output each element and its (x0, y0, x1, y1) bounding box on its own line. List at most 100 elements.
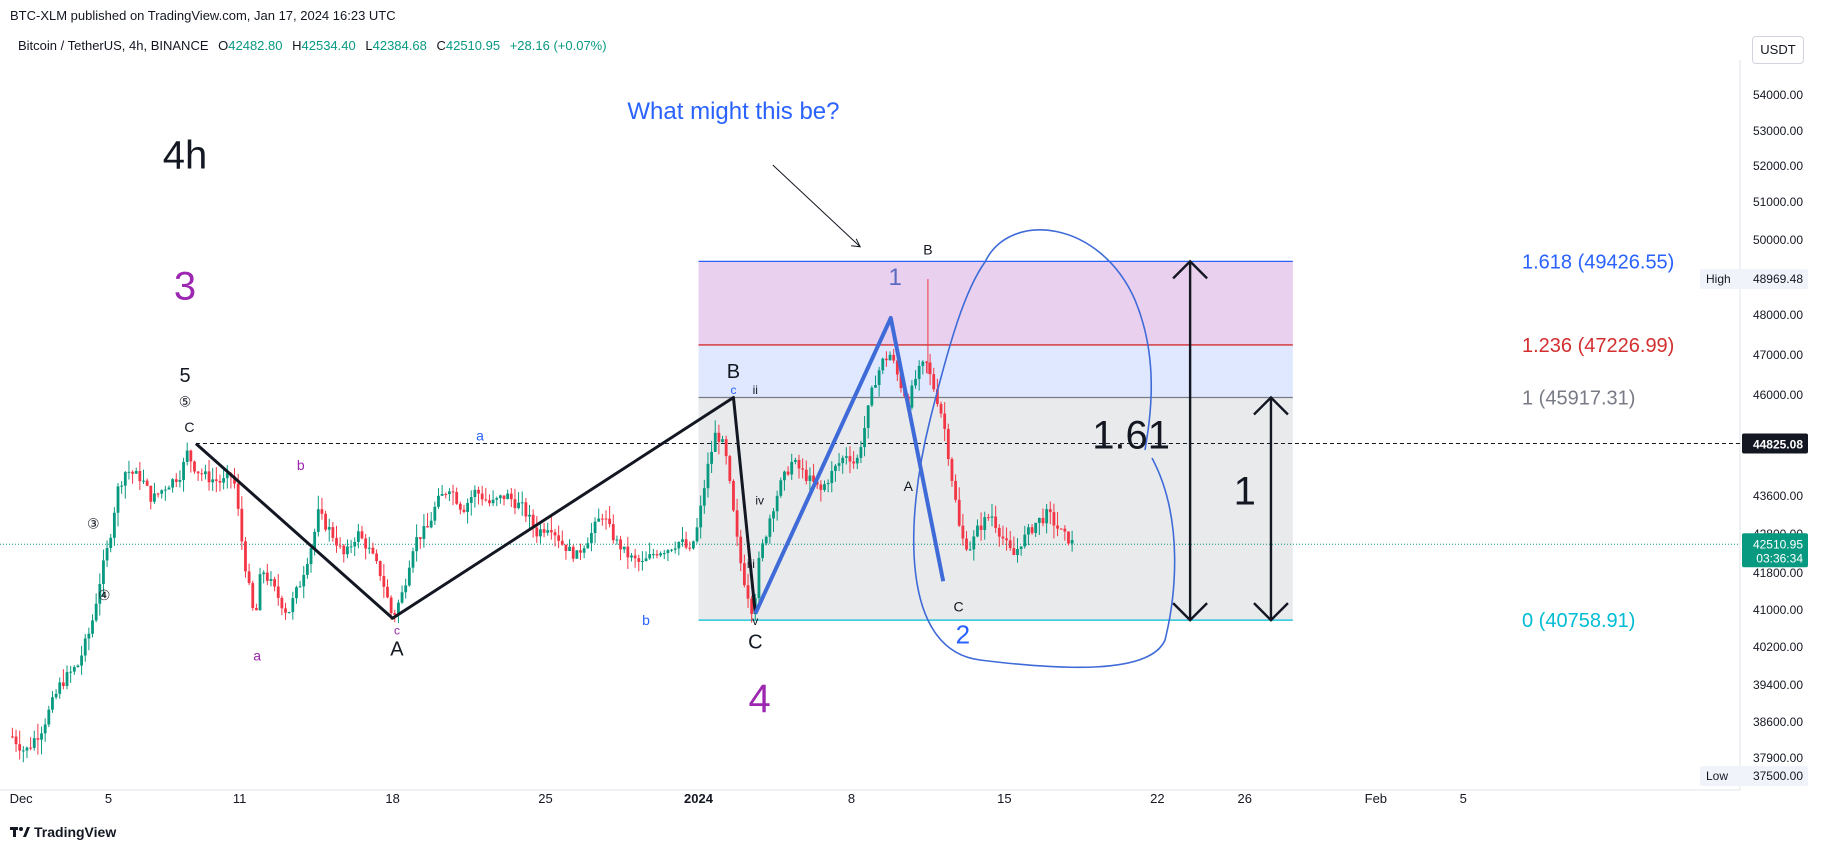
candle-body (269, 579, 273, 581)
candle-body (546, 530, 550, 533)
candle-body (233, 476, 236, 484)
candle-body (495, 498, 499, 500)
candle-body (134, 471, 138, 474)
candle-body (163, 489, 167, 491)
candle-body (564, 544, 568, 552)
base-wave-arrow-top-head (1253, 395, 1289, 416)
candle-body (885, 358, 888, 361)
candle-body (633, 555, 637, 559)
candle-body (491, 499, 495, 504)
candle-body (488, 500, 491, 504)
candle-body (51, 697, 54, 710)
candle-body (986, 517, 990, 519)
candle-body (531, 514, 535, 528)
candle-body (295, 587, 298, 599)
candle-body (932, 374, 936, 390)
candle-body (1063, 528, 1067, 532)
candle-body (91, 620, 94, 634)
time-tick-label: 25 (538, 791, 552, 806)
candle-body (844, 456, 848, 458)
candle-body (225, 473, 229, 479)
annotation-label: 3 (174, 265, 196, 309)
candle-body (222, 478, 226, 483)
candle-body (655, 554, 659, 556)
candle-body (622, 546, 626, 550)
candle-body (1059, 528, 1063, 530)
candle-body (174, 479, 178, 482)
candle-body (193, 461, 196, 472)
candle-body (724, 439, 728, 457)
candle-body (520, 502, 524, 504)
candle-body (40, 733, 43, 740)
candle-body (356, 531, 360, 543)
price-tick-label: 48000.00 (1753, 308, 1803, 322)
candle-body (448, 491, 451, 495)
candle-body (728, 456, 732, 481)
candle-body (1005, 538, 1008, 541)
extreme-value: 37500.00 (1753, 769, 1803, 783)
candle-body (874, 385, 877, 388)
fib-extension-arrow-top-head (1172, 259, 1208, 280)
candle-body (477, 489, 480, 494)
candle-body (18, 744, 22, 751)
low-value: 42384.68 (372, 38, 427, 53)
candle-body (961, 525, 965, 539)
candle-body (251, 583, 255, 609)
candle-body (11, 736, 14, 738)
tradingview-logo-icon (10, 827, 30, 837)
candle-body (258, 574, 262, 611)
candle-body (637, 558, 641, 562)
candle-body (691, 541, 695, 549)
candle-body (1045, 509, 1049, 524)
candle-body (156, 493, 160, 495)
candle-body (397, 602, 400, 615)
candle-body (386, 586, 389, 598)
symbol-legend: Bitcoin / TetherUS, 4h, BINANCE O42482.8… (18, 38, 607, 53)
candle-body (841, 457, 845, 464)
candle-body (950, 459, 954, 481)
candle-body (513, 499, 517, 509)
candle-body (557, 535, 561, 541)
candle-body (43, 724, 47, 734)
low-label: L (365, 38, 373, 53)
candle-body (36, 738, 40, 740)
candle-body (316, 509, 320, 532)
candle-body (1070, 540, 1074, 544)
candle-body (335, 537, 338, 546)
candle-body (498, 495, 502, 499)
candle-body (178, 479, 182, 482)
candle-body (1008, 540, 1012, 549)
candle-body (608, 518, 612, 525)
candle-body (65, 672, 69, 686)
candle-body (757, 557, 761, 599)
candle-body (575, 550, 579, 559)
last-price-badge (1742, 533, 1808, 568)
level-badge-value: 44825.08 (1753, 437, 1803, 451)
candle-body (1023, 534, 1027, 547)
candle-body (997, 527, 1001, 537)
candle-body (666, 550, 670, 554)
candle-body (910, 385, 914, 408)
currency-button[interactable]: USDT (1752, 36, 1804, 64)
candle-body (739, 536, 743, 564)
candle-body (928, 362, 932, 375)
candle-body (94, 603, 98, 621)
time-tick-label: 2024 (684, 791, 714, 806)
candle-body (502, 495, 506, 500)
candle-body (560, 540, 564, 545)
candle-body (801, 468, 805, 470)
candle-body (509, 493, 513, 500)
extreme-badge (1700, 269, 1808, 290)
candle-body (611, 524, 615, 541)
fib-zone-1236-1 (698, 344, 1293, 398)
candle-body (207, 471, 211, 483)
candle-body (648, 554, 652, 559)
candle-body (182, 461, 185, 480)
candle-body (375, 553, 378, 562)
candle-body (914, 378, 917, 386)
candle-body (1016, 549, 1019, 556)
annotation-label: ④ (98, 587, 111, 603)
candle-body (324, 513, 327, 530)
candle-body (171, 479, 175, 488)
